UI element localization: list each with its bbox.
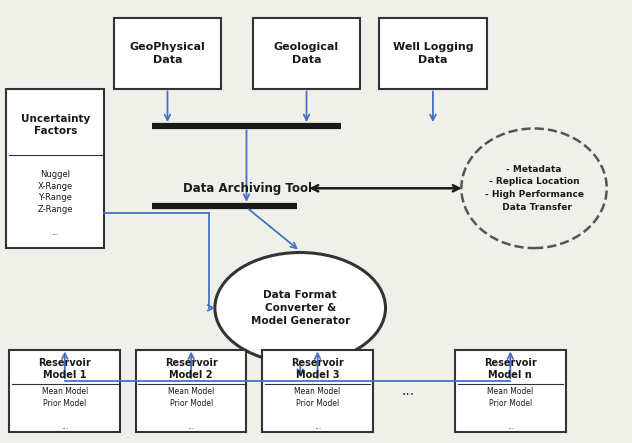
Text: Mean Model
Prior Model

...: Mean Model Prior Model ... xyxy=(42,387,88,431)
Text: Mean Model
Prior Model

...: Mean Model Prior Model ... xyxy=(487,387,533,431)
Text: Mean Model
Prior Model

...: Mean Model Prior Model ... xyxy=(168,387,214,431)
Text: Uncertainty
Factors: Uncertainty Factors xyxy=(21,114,90,136)
Ellipse shape xyxy=(215,253,386,363)
FancyBboxPatch shape xyxy=(114,18,221,89)
FancyBboxPatch shape xyxy=(9,350,120,432)
Text: Nuggel
X-Range
Y-Range
Z-Range

...: Nuggel X-Range Y-Range Z-Range ... xyxy=(37,170,73,237)
Text: Reservoir
Model n: Reservoir Model n xyxy=(484,358,537,380)
Text: Mean Model
Prior Model

...: Mean Model Prior Model ... xyxy=(295,387,341,431)
Text: GeoPhysical
Data: GeoPhysical Data xyxy=(130,42,205,65)
Text: Geological
Data: Geological Data xyxy=(274,42,339,65)
Text: Data Archiving Tool: Data Archiving Tool xyxy=(183,182,312,195)
Ellipse shape xyxy=(461,128,607,248)
FancyBboxPatch shape xyxy=(6,89,104,248)
FancyBboxPatch shape xyxy=(253,18,360,89)
FancyBboxPatch shape xyxy=(455,350,566,432)
Text: - Metadata
- Replica Location
- High Performance
  Data Transfer: - Metadata - Replica Location - High Per… xyxy=(485,164,583,212)
Text: Reservoir
Model 3: Reservoir Model 3 xyxy=(291,358,344,380)
Text: Data Format
Converter &
Model Generator: Data Format Converter & Model Generator xyxy=(250,290,350,326)
Text: ...: ... xyxy=(401,384,414,398)
FancyBboxPatch shape xyxy=(262,350,373,432)
FancyBboxPatch shape xyxy=(136,350,246,432)
FancyBboxPatch shape xyxy=(379,18,487,89)
Text: Reservoir
Model 1: Reservoir Model 1 xyxy=(39,358,91,380)
Text: Reservoir
Model 2: Reservoir Model 2 xyxy=(165,358,217,380)
Text: Well Logging
Data: Well Logging Data xyxy=(392,42,473,65)
